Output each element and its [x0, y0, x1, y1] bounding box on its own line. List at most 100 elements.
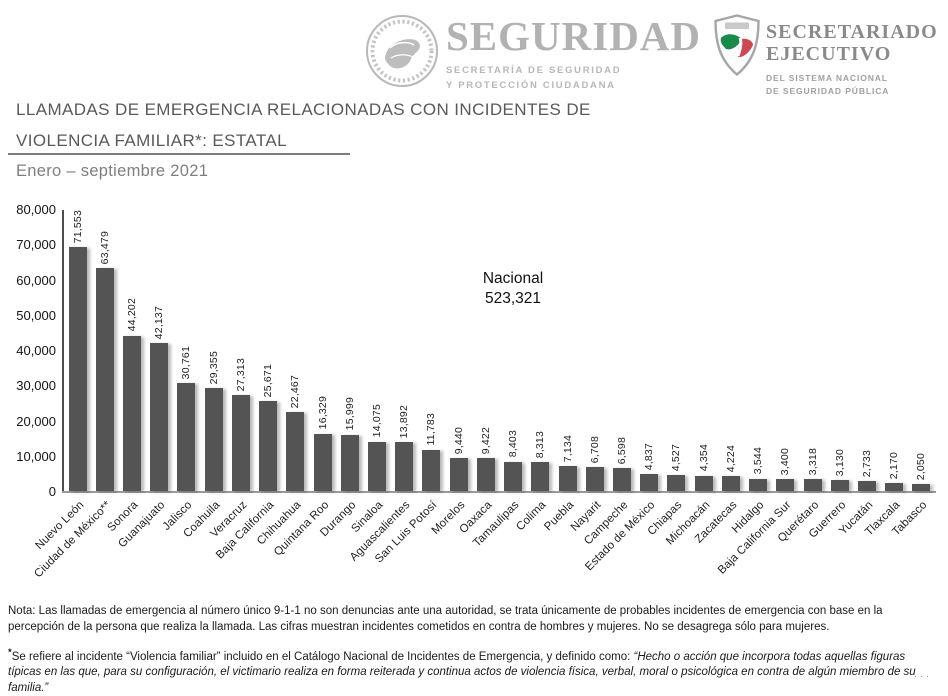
x-axis-line: [62, 491, 936, 493]
bar: [449, 457, 468, 491]
bar-value-label: 11,783: [425, 413, 438, 446]
bar: [123, 335, 142, 491]
bar-value-label: 2,733: [860, 450, 873, 478]
chart-column: 8,403: [500, 210, 527, 491]
report-page: SEGURIDAD SECRETARÍA DE SEGURIDAD Y PROT…: [0, 12, 938, 694]
bar: [912, 483, 931, 491]
bar: [286, 412, 305, 491]
bar-value-label: 9,440: [452, 426, 465, 454]
bar-value-label: 4,527: [670, 443, 683, 472]
bar: [585, 467, 604, 491]
chart-column: 29,355: [200, 210, 227, 491]
y-axis-line: [62, 210, 64, 492]
chart-column: 6,598: [608, 210, 635, 491]
bar-value-label: 2,050: [915, 452, 928, 480]
secretariado-logo: SECRETARIADO EJECUTIVO DEL SISTEMA NACIO…: [766, 21, 938, 99]
chart-column: 2,733: [853, 210, 880, 491]
secretariado-title-line1: SECRETARIADO: [766, 21, 938, 43]
footnote-asterisk: *: [8, 647, 12, 658]
bar-value-label: 13,892: [398, 404, 411, 439]
bar-value-label: 63,479: [98, 230, 111, 265]
bar-value-label: 7,134: [561, 434, 574, 462]
bar-value-label: 3,130: [833, 448, 846, 477]
bar: [558, 465, 577, 491]
seguridad-dept-line2: Y PROTECCIÓN CIUDADANA: [446, 79, 616, 91]
chart-column: 6,708: [581, 210, 608, 491]
bar-value-label: 22,467: [289, 374, 302, 409]
chart-column: 13,892: [391, 210, 418, 491]
bar-value-label: 4,224: [724, 444, 737, 473]
seguridad-logo: SEGURIDAD SECRETARÍA DE SEGURIDAD Y PROT…: [446, 16, 701, 93]
page-title-line2: VIOLENCIA FAMILIAR*: ESTATAL: [16, 131, 287, 150]
bar-value-label: 25,671: [262, 363, 275, 397]
seguridad-logo-dept: SECRETARÍA DE SEGURIDAD Y PROTECCIÓN CIU…: [446, 64, 701, 93]
footnote-nota: Nota: Las llamadas de emergencia al núme…: [8, 605, 883, 633]
chart-column: 63,479: [91, 210, 118, 491]
bar: [885, 483, 904, 491]
bar-value-label: 30,761: [180, 345, 193, 379]
bar-value-label: 4,837: [643, 442, 656, 471]
bar: [259, 400, 278, 491]
y-tick-label: 30,000: [16, 378, 56, 394]
footnote-definition-quote: “Hecho o acción que incorpora todas aque…: [8, 650, 916, 694]
chart-column: 4,837: [636, 210, 663, 491]
bar: [395, 442, 414, 491]
footnote-definition: *Se refiere al incidente “Violencia fami…: [8, 645, 941, 696]
secretariado-logo-dept: DEL SISTEMA NACIONAL DE SEGURIDAD PÚBLIC…: [766, 72, 938, 99]
bar-value-label: 6,598: [615, 436, 628, 464]
bar: [803, 479, 822, 491]
bar-value-label: 27,313: [234, 357, 247, 392]
bar: [830, 480, 849, 491]
chart-column: 11,783: [418, 210, 445, 491]
y-tick-label: 20,000: [16, 413, 56, 429]
chart-column: 7,134: [554, 210, 581, 491]
bar: [476, 457, 495, 491]
bar: [612, 467, 631, 491]
bar: [531, 461, 550, 491]
chart-column: 2,050: [908, 210, 935, 491]
y-tick-label: 10,000: [16, 448, 56, 464]
chart-column: 4,224: [717, 210, 744, 491]
chart-bars: 71,553 63,479 44,202 42,137 30,761 29,355 27,3…: [64, 210, 935, 491]
chart-column: 9,422: [472, 210, 499, 491]
secretariado-logo-title: SECRETARIADO EJECUTIVO: [766, 21, 938, 66]
y-axis: 80,000 70,000 60,000 50,000 40,000 30,000 20,0…: [0, 201, 56, 500]
bar-value-label: 3,318: [806, 448, 819, 476]
bar-value-label: 9,422: [479, 426, 492, 454]
bar: [340, 434, 359, 491]
bar-value-label: 29,355: [207, 350, 220, 384]
bar-value-label: 16,329: [316, 396, 329, 430]
chart-column: 16,329: [309, 210, 336, 491]
page-title-line1: LLAMADAS DE EMERGENCIA RELACIONADAS CON …: [16, 100, 591, 119]
chart-column: 44,202: [118, 210, 145, 491]
chart-column: 9,440: [445, 210, 472, 491]
bar: [422, 449, 441, 491]
national-total-value: 523,321: [484, 290, 542, 307]
page-edge-marks: ...: [913, 668, 932, 680]
secretariado-title-line2: EJECUTIVO: [766, 43, 892, 66]
period-subtitle: Enero – septiembre 2021: [16, 162, 209, 180]
bar: [640, 474, 659, 491]
bar: [313, 433, 332, 491]
bar-value-label: 44,202: [126, 298, 139, 332]
y-tick-label: 50,000: [16, 307, 56, 323]
bar: [95, 268, 114, 491]
secretariado-dept-line2: DE SEGURIDAD PÚBLICA: [766, 86, 890, 97]
footnote-definition-intro: Se refiere al incidente “Violencia famil…: [11, 650, 634, 663]
chart-column: 3,400: [772, 210, 799, 491]
chart-column: 3,130: [826, 210, 853, 491]
bar-value-label: 8,313: [534, 430, 547, 458]
chart-column: 42,137: [146, 210, 173, 491]
y-tick-label: 0: [48, 484, 56, 499]
chart-column: 3,544: [744, 210, 771, 491]
mexican-eagle-seal-icon: [364, 12, 440, 95]
bar: [68, 247, 87, 491]
chart-column: 3,318: [799, 210, 826, 491]
bar-value-label: 2,170: [888, 452, 901, 480]
bar-value-label: 8,403: [507, 430, 520, 458]
bar-value-label: 4,354: [697, 444, 710, 472]
bar: [721, 476, 740, 491]
chart-column: 4,354: [690, 210, 717, 491]
y-tick-label: 60,000: [16, 272, 56, 288]
bar-value-label: 3,544: [752, 447, 765, 475]
